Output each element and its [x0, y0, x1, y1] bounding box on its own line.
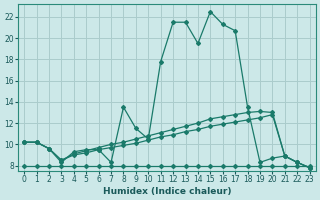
- X-axis label: Humidex (Indice chaleur): Humidex (Indice chaleur): [103, 187, 231, 196]
